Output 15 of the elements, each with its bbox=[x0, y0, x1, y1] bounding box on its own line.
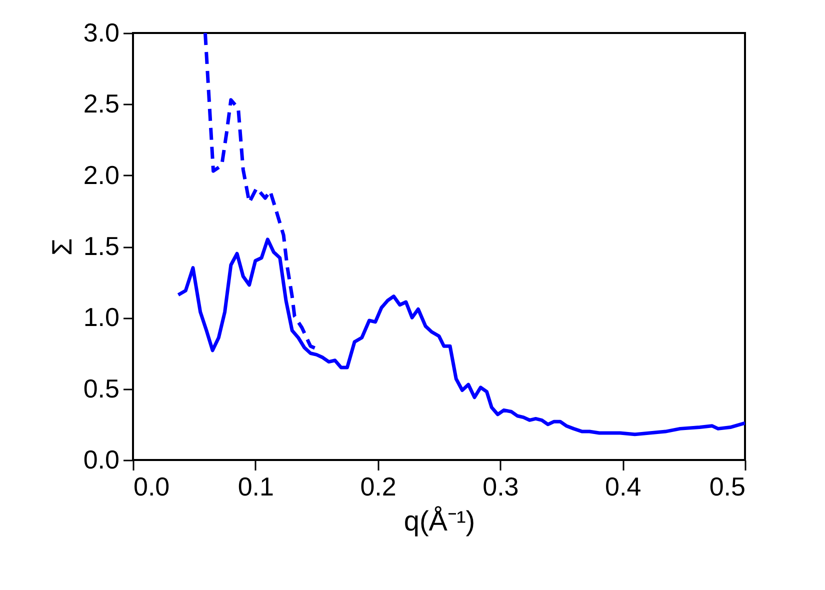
x-axis-title: q(Å⁻¹) bbox=[404, 506, 476, 536]
x-tick-label: 0.5 bbox=[709, 472, 746, 502]
y-tick-label: 2.0 bbox=[83, 160, 120, 190]
y-tick-label: 0.0 bbox=[83, 444, 120, 474]
x-tick-label: 0.1 bbox=[238, 472, 274, 502]
x-tick-label: 0.0 bbox=[134, 472, 170, 502]
y-tick-label: 3.0 bbox=[83, 18, 120, 48]
y-tick-label: 0.5 bbox=[83, 373, 120, 404]
y-tick-label: 1.0 bbox=[83, 302, 120, 332]
y-axis-title: Σ bbox=[46, 238, 78, 256]
x-tick-label: 0.4 bbox=[605, 472, 642, 502]
y-tick-label: 1.5 bbox=[83, 231, 120, 261]
x-tick-label: 0.2 bbox=[360, 472, 396, 502]
x-tick-label: 0.3 bbox=[482, 472, 519, 502]
y-tick-label: 2.5 bbox=[83, 88, 120, 119]
